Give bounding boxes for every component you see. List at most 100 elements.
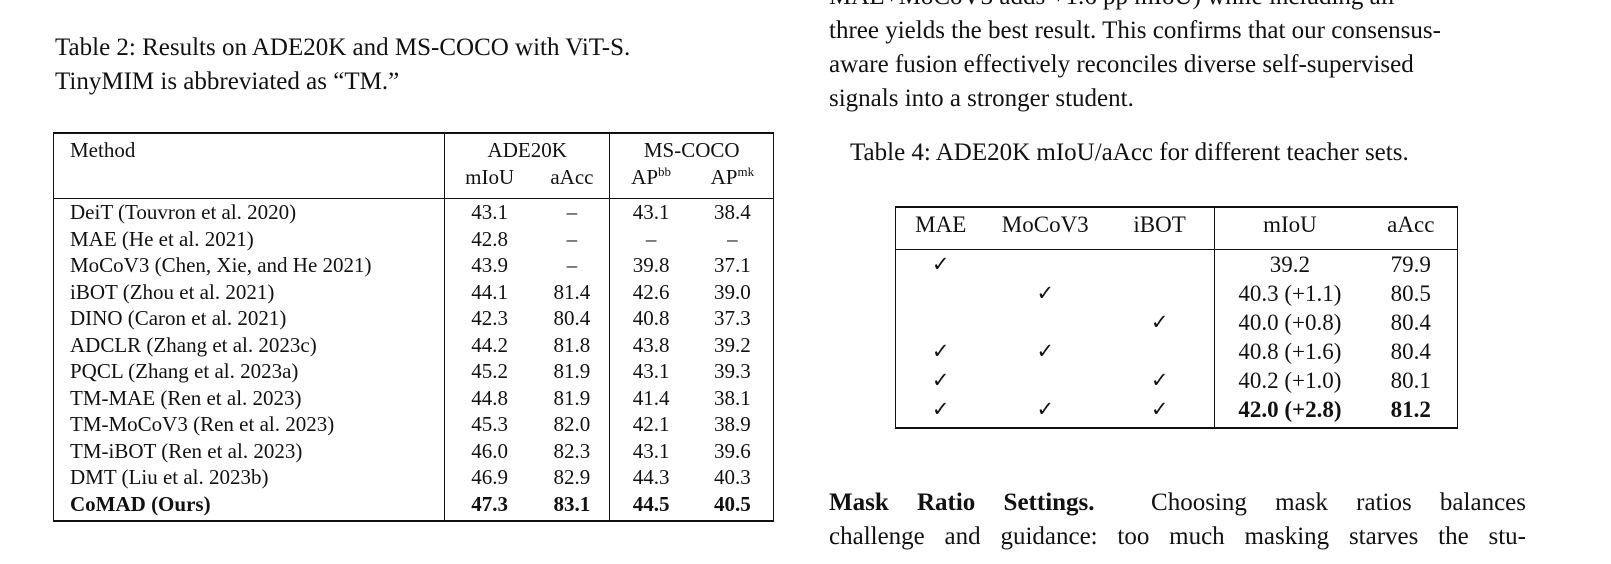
table4-cell-ibot [1105, 250, 1216, 279]
table4-cell-aacc: 80.4 [1364, 337, 1458, 366]
table2-cell-apbb: 43.1 [609, 437, 692, 464]
table2-cell-miou: 44.8 [443, 384, 535, 411]
table2-caption-line1: Table 2: Results on ADE20K and MS-COCO w… [55, 34, 631, 61]
checkmark-icon: ✓ [1036, 397, 1055, 421]
checkmark-icon: ✓ [931, 252, 950, 276]
table2-cell-apbb: 43.1 [609, 199, 692, 226]
table2-cell-apmk: 40.3 [691, 464, 774, 491]
table2-header-row1: Method ADE20K MS-COCO [53, 134, 774, 164]
table2-cell-miou: 47.3 [443, 490, 535, 517]
checkmark-icon: ✓ [1036, 281, 1055, 305]
paragraph-mask-ratio-line1: Mask Ratio Settings. Choosing mask ratio… [829, 486, 1526, 520]
table4-cell-miou: 39.2 [1269, 252, 1311, 277]
checkmark-icon: ✓ [1036, 339, 1055, 363]
paragraph-top-line3: signals into a stronger student. [829, 85, 1134, 112]
table4-row: ✓ ✓ 40.8 (+1.6) 80.4 [895, 337, 1458, 366]
table4-row: ✓ 40.3 (+1.1) 80.5 [895, 279, 1458, 308]
table4-header-mocov3: MoCoV3 [1001, 212, 1089, 237]
table2-cell-apmk: 37.1 [691, 252, 774, 279]
table2-cell-method: ADCLR (Zhang et al. 2023c) [53, 331, 445, 358]
table2-cell-apmk: 39.2 [691, 331, 774, 358]
paragraph-top-line1: three yields the best result. This confi… [829, 17, 1441, 44]
table2-sub-miou: mIoU [443, 163, 535, 190]
table2-row: DMT (Liu et al. 2023b) 46.9 82.9 44.3 40.3 [53, 464, 774, 491]
paragraph-mask-ratio: Mask Ratio Settings. Choosing mask ratio… [829, 486, 1526, 554]
table2-cell-method: iBOT (Zhou et al. 2021) [53, 278, 445, 305]
table2-cell-apbb: – [609, 225, 692, 252]
table4-cell-aacc: 81.2 [1364, 395, 1458, 424]
table2-cell-method: DMT (Liu et al. 2023b) [53, 464, 445, 491]
table4-cell-aacc: 80.4 [1364, 308, 1458, 337]
table2-cell-apmk: 38.9 [691, 411, 774, 438]
checkmark-icon: ✓ [931, 397, 950, 421]
paragraph-top-line2: aware fusion effectively reconciles dive… [829, 51, 1414, 78]
table2-cell-miou: 46.0 [443, 437, 535, 464]
table2-sub-apbb: APbb [609, 163, 692, 190]
table2-cell-method: DINO (Caron et al. 2021) [53, 305, 445, 332]
table2-cell-aacc: 81.4 [553, 279, 591, 304]
table2-group-ade20k: ADE20K [443, 134, 610, 164]
table4-cell-miou: 40.8 (+1.6) [1238, 339, 1342, 364]
table2-cell-aacc: 80.4 [553, 306, 591, 330]
checkmark-icon: ✓ [931, 339, 950, 363]
table2-row: DINO (Caron et al. 2021) 42.3 80.4 40.8 37.3 [53, 305, 774, 332]
table4-cell-ibot [1105, 279, 1216, 308]
table2-sub-aacc: aAcc [550, 164, 594, 189]
table4-row: ✓ 39.2 79.9 [895, 250, 1458, 279]
table2-cell-apmk: – [691, 225, 774, 252]
table4-cell-ibot [1105, 337, 1216, 366]
table4-cell-ibot: ✓ [1105, 395, 1216, 424]
table2: Method ADE20K MS-COCO mIoU aAcc APbb APm… [53, 132, 774, 523]
table2-cell-miou: 44.1 [443, 278, 535, 305]
table2-cell-apmk: 39.0 [691, 278, 774, 305]
table2-sub-apmk: APmk [691, 163, 774, 190]
table4-cell-mocov3 [985, 366, 1105, 395]
table4-row: ✓ ✓ 40.2 (+1.0) 80.1 [895, 366, 1458, 395]
table4-cell-mocov3: ✓ [985, 279, 1105, 308]
table2-row: MAE (He et al. 2021) 42.8– – – [53, 225, 774, 252]
table2-cell-aacc: – [566, 200, 578, 224]
mask-ratio-text-line1: Choosing mask ratios balances [1151, 489, 1526, 516]
table4-caption: Table 4: ADE20K mIoU/aAcc for different … [850, 139, 1409, 166]
table2-cell-apmk: 38.4 [691, 199, 774, 226]
table2-row: TM-MAE (Ren et al. 2023) 44.8 81.9 41.4 38.1 [53, 384, 774, 411]
table4-cell-aacc: 79.9 [1364, 250, 1458, 279]
table4-cell-ibot: ✓ [1105, 366, 1216, 395]
table4-cell-mae: ✓ [895, 366, 986, 395]
table4-cell-mocov3 [985, 308, 1105, 337]
table2-cell-apbb: 40.8 [609, 305, 692, 332]
table4-cell-ibot: ✓ [1105, 308, 1216, 337]
table4-header-row: MAE MoCoV3 iBOT mIoU aAcc [895, 208, 1458, 241]
table2-cell-apmk: 40.5 [691, 490, 774, 517]
table2-cell-apbb: 43.1 [609, 358, 692, 385]
table4: MAE MoCoV3 iBOT mIoU aAcc ✓ 39.2 79.9 ✓ 40.3… [895, 206, 1458, 430]
table2-cell-apmk: 39.3 [691, 358, 774, 385]
table2-row-ours: CoMAD (Ours) 47.3 83.1 44.5 40.5 [53, 490, 774, 517]
table4-cell-aacc: 80.1 [1364, 366, 1458, 395]
table2-cell-miou: 42.8 [443, 225, 535, 252]
table2-cell-method: TM-iBOT (Ren et al. 2023) [53, 437, 445, 464]
table4-cell-mae: ✓ [895, 250, 986, 279]
table4-row: ✓ ✓ ✓ 42.0 (+2.8) 81.2 [895, 395, 1458, 424]
table4-cell-mae [895, 308, 986, 337]
table4-header-ibot: iBOT [1105, 208, 1216, 241]
table2-cell-apbb: 43.8 [609, 331, 692, 358]
table2-cell-apmk: 37.3 [691, 305, 774, 332]
table2-cell-method: CoMAD (Ours) [53, 490, 445, 517]
table2-cell-apbb: 42.1 [609, 411, 692, 438]
table2-method-header: Method [53, 134, 445, 164]
table4-cell-miou: 40.0 (+0.8) [1238, 310, 1342, 335]
table2-cell-miou: 44.2 [443, 331, 535, 358]
table2-cell-miou: 43.1 [443, 199, 535, 226]
table2-row: TM-iBOT (Ren et al. 2023) 46.0 82.3 43.1 39.… [53, 437, 774, 464]
table2-cell-miou: 45.3 [443, 411, 535, 438]
table2-cell-aacc: – [566, 253, 578, 277]
table4-row: ✓ 40.0 (+0.8) 80.4 [895, 308, 1458, 337]
table2-cell-aacc: 82.3 [553, 438, 591, 463]
table4-cell-miou: 40.3 (+1.1) [1238, 281, 1342, 306]
paragraph-mask-ratio-line2: challenge and guidance: too much masking… [829, 523, 1526, 550]
table2-cell-miou: 42.3 [443, 305, 535, 332]
checkmark-icon: ✓ [1150, 310, 1169, 334]
table2-cell-aacc: 81.9 [553, 385, 591, 410]
table2-cell-aacc: – [566, 226, 578, 251]
